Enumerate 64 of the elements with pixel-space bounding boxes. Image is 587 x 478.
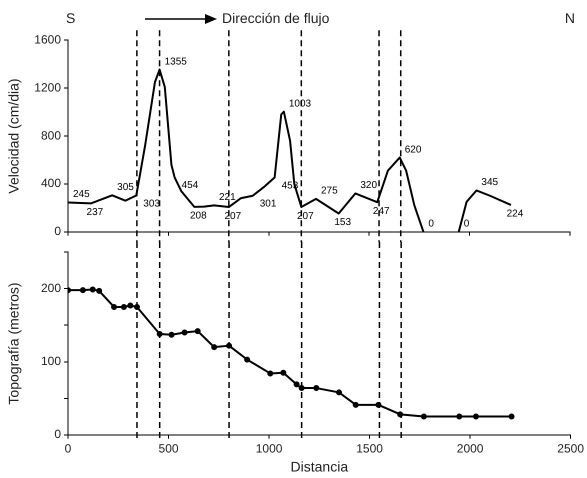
point <box>472 414 479 420</box>
point <box>336 389 342 396</box>
point <box>352 402 359 408</box>
point <box>244 356 250 363</box>
point <box>508 414 515 420</box>
point <box>111 304 118 310</box>
point <box>127 302 134 309</box>
data-label: 303 <box>143 198 160 210</box>
data-label: 245 <box>73 189 90 200</box>
point <box>134 304 140 310</box>
point <box>267 370 274 376</box>
data-label: 305 <box>117 182 134 194</box>
x-tick-label: 500 <box>158 441 179 456</box>
x-axis-title: Distancia <box>290 458 348 474</box>
x-tick-label: 1500 <box>356 441 384 456</box>
y-tick-label: 100 <box>40 354 62 368</box>
x-tick-label: 2000 <box>456 441 484 456</box>
text: Dirección de flujo <box>222 10 330 26</box>
y-tick-label: 1600 <box>34 32 62 47</box>
y-axis-title: Velocidad (cm/dia) <box>5 78 22 194</box>
point <box>456 414 462 420</box>
point <box>120 304 127 310</box>
data-label: 620 <box>404 144 422 156</box>
point <box>280 370 286 376</box>
point <box>397 411 404 418</box>
data-label: 320 <box>360 180 378 192</box>
data-label: 224 <box>506 208 524 220</box>
point <box>298 385 305 392</box>
data-label: 247 <box>372 206 390 217</box>
data-label: 237 <box>86 207 104 218</box>
point <box>313 385 320 392</box>
point <box>156 331 163 338</box>
point <box>211 344 218 350</box>
data-label: 345 <box>481 177 499 188</box>
text: S <box>66 10 76 26</box>
y-tick-label: 0 <box>54 427 62 442</box>
y-axis-title: Topografía (metros) <box>5 282 22 405</box>
y-tick-label: 400 <box>40 176 62 190</box>
y-tick-label: 200 <box>40 281 62 296</box>
data-label: 454 <box>182 180 199 192</box>
point <box>420 414 427 420</box>
point <box>90 286 96 292</box>
point <box>194 328 201 334</box>
y-tick-label: 1200 <box>34 80 62 94</box>
point <box>96 288 102 294</box>
x-tick-label: 1000 <box>256 441 283 456</box>
point <box>80 287 86 294</box>
point <box>168 332 175 338</box>
point <box>226 342 232 349</box>
data-label: 208 <box>190 210 208 222</box>
text: N <box>564 10 575 26</box>
data-label: 153 <box>334 217 352 228</box>
x-tick-label: 0 <box>64 441 72 456</box>
point <box>294 381 300 388</box>
data-label: 0 <box>428 218 434 230</box>
y-tick-label: 800 <box>40 128 62 142</box>
x-tick-label: 2500 <box>557 441 584 456</box>
y-tick-label: 0 <box>54 224 62 238</box>
data-label: 275 <box>320 186 338 197</box>
data-label: 0 <box>464 218 470 230</box>
point <box>375 402 382 408</box>
data-label: 301 <box>260 198 277 210</box>
data-label: 1355 <box>164 56 188 68</box>
point <box>182 330 188 336</box>
